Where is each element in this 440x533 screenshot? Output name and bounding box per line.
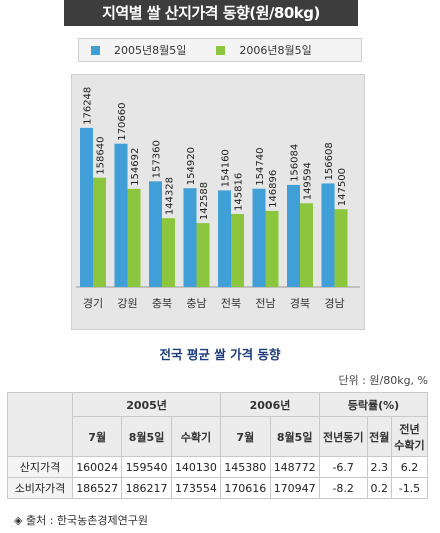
bar-2006: [300, 203, 313, 287]
cell-aug05: 159540: [121, 456, 172, 478]
row-label-consumer: 소비자가격: [7, 477, 73, 499]
legend-item-2006: 2006년8월5일: [216, 42, 312, 58]
bar-2005: [149, 181, 162, 287]
chart-panel: 176248 158640 경기 170660 154692 강원 157360 144328…: [71, 74, 365, 330]
legend-swatch-2006: [216, 45, 226, 55]
col-header-mom: 전월: [366, 416, 392, 457]
bar-2006: [334, 209, 348, 287]
col-header-aug06: 8월5일: [269, 416, 320, 457]
data-label: 145816: [234, 173, 245, 211]
col-header-prev-harvest-line1: 전년: [399, 422, 420, 436]
cell-yoy: -8.2: [318, 477, 368, 499]
data-label: 154692: [130, 148, 141, 186]
cell-mom: 2.3: [366, 456, 392, 478]
col-header-jul05: 7월: [71, 416, 123, 457]
cell-aug06: 148772: [269, 456, 320, 478]
data-label: 147500: [337, 168, 348, 206]
bar-2005: [287, 184, 300, 287]
cell-jul05: 160024: [71, 456, 123, 478]
x-tick-label: 경북: [290, 297, 310, 310]
data-label: 144328: [165, 177, 176, 215]
cell-yoy: -6.7: [318, 456, 368, 478]
col-header-prev-harvest: 전년 수확기: [390, 416, 429, 457]
data-label: 149594: [303, 162, 314, 200]
table-header-row-1: 2005년 2006년 등락률(%): [7, 392, 429, 457]
data-label: 170660: [117, 103, 128, 141]
data-label: 176248: [83, 87, 94, 125]
bar-2006: [265, 210, 279, 287]
legend-label-2006: 2006년8월5일: [239, 44, 312, 57]
bar-2005: [321, 183, 335, 287]
data-label: 158640: [96, 137, 107, 175]
table-row: 소비자가격 186527 186217 173554 170616 170947…: [7, 477, 429, 499]
data-label: 154160: [221, 149, 232, 187]
x-tick-label: 경남: [324, 297, 344, 310]
cell-mom: 0.2: [366, 477, 392, 499]
group-header-rate: 등락률(%): [318, 392, 429, 417]
data-label: 154740: [255, 148, 266, 186]
data-label: 154920: [186, 147, 197, 185]
bar-2005: [80, 127, 93, 287]
legend-label-2005: 2005년8월5일: [114, 44, 187, 57]
x-tick-label: 전북: [221, 297, 241, 310]
table-row: 산지가격 160024 159540 140130 145380 148772 …: [7, 456, 429, 478]
cell-jul06: 170616: [220, 477, 271, 499]
col-header-harvest: 수확기: [170, 416, 222, 457]
cell-jul05: 186527: [71, 477, 123, 499]
data-label: 142588: [199, 182, 210, 220]
bar-2006: [231, 213, 244, 287]
source-note: ◈ 출처 : 한국농촌경제연구원: [14, 514, 148, 527]
row-label-producer: 산지가격: [7, 456, 73, 478]
cell-harvest: 140130: [170, 456, 222, 478]
legend-item-2005: 2005년8월5일: [91, 42, 186, 58]
cell-aug05: 186217: [121, 477, 172, 499]
data-label: 157360: [152, 140, 163, 178]
bar-2005: [183, 188, 197, 287]
x-tick-label: 충남: [186, 297, 206, 310]
bar-2006: [162, 218, 175, 287]
chart-title: 지역별 쌀 산지가격 동향(원/80kg): [64, 0, 358, 26]
table-subtitle: 전국 평균 쌀 가격 동향: [159, 347, 281, 362]
bar-2005: [252, 188, 266, 287]
x-tick-label: 경기: [83, 297, 103, 310]
cell-harvest: 173554: [170, 477, 222, 499]
group-header-2006: 2006년: [220, 392, 320, 417]
price-table: 2005년 2006년 등락률(%) 7월 8월5일 수확기 7월 8월5일 전…: [7, 392, 429, 499]
col-header-yoy: 전년동기: [318, 416, 368, 457]
cell-prev-harvest: -1.5: [390, 477, 429, 499]
data-label: 146896: [268, 170, 279, 208]
table-corner-cell: [7, 392, 73, 457]
col-header-aug05: 8월5일: [121, 416, 172, 457]
bar-2006: [127, 188, 141, 287]
group-header-2005: 2005년: [71, 392, 222, 417]
cell-prev-harvest: 6.2: [390, 456, 429, 478]
unit-label: 단위 : 원/80kg, %: [338, 374, 428, 387]
bar-2005: [218, 190, 231, 287]
col-header-prev-harvest-line2: 수확기: [394, 438, 425, 452]
bar-2006: [93, 177, 106, 287]
cell-aug06: 170947: [269, 477, 320, 499]
bar-2006: [196, 223, 210, 287]
legend-swatch-2005: [91, 45, 100, 55]
data-label: 156084: [290, 144, 301, 182]
bar-2005: [114, 143, 128, 287]
x-tick-label: 강원: [117, 297, 137, 310]
col-header-jul06: 7월: [220, 416, 271, 457]
data-label: 156608: [324, 142, 335, 180]
x-tick-label: 충북: [152, 297, 172, 310]
cell-jul06: 145380: [220, 456, 271, 478]
x-tick-label: 전남: [255, 297, 275, 310]
chart-legend: 2005년8월5일 2006년8월5일: [78, 38, 362, 62]
